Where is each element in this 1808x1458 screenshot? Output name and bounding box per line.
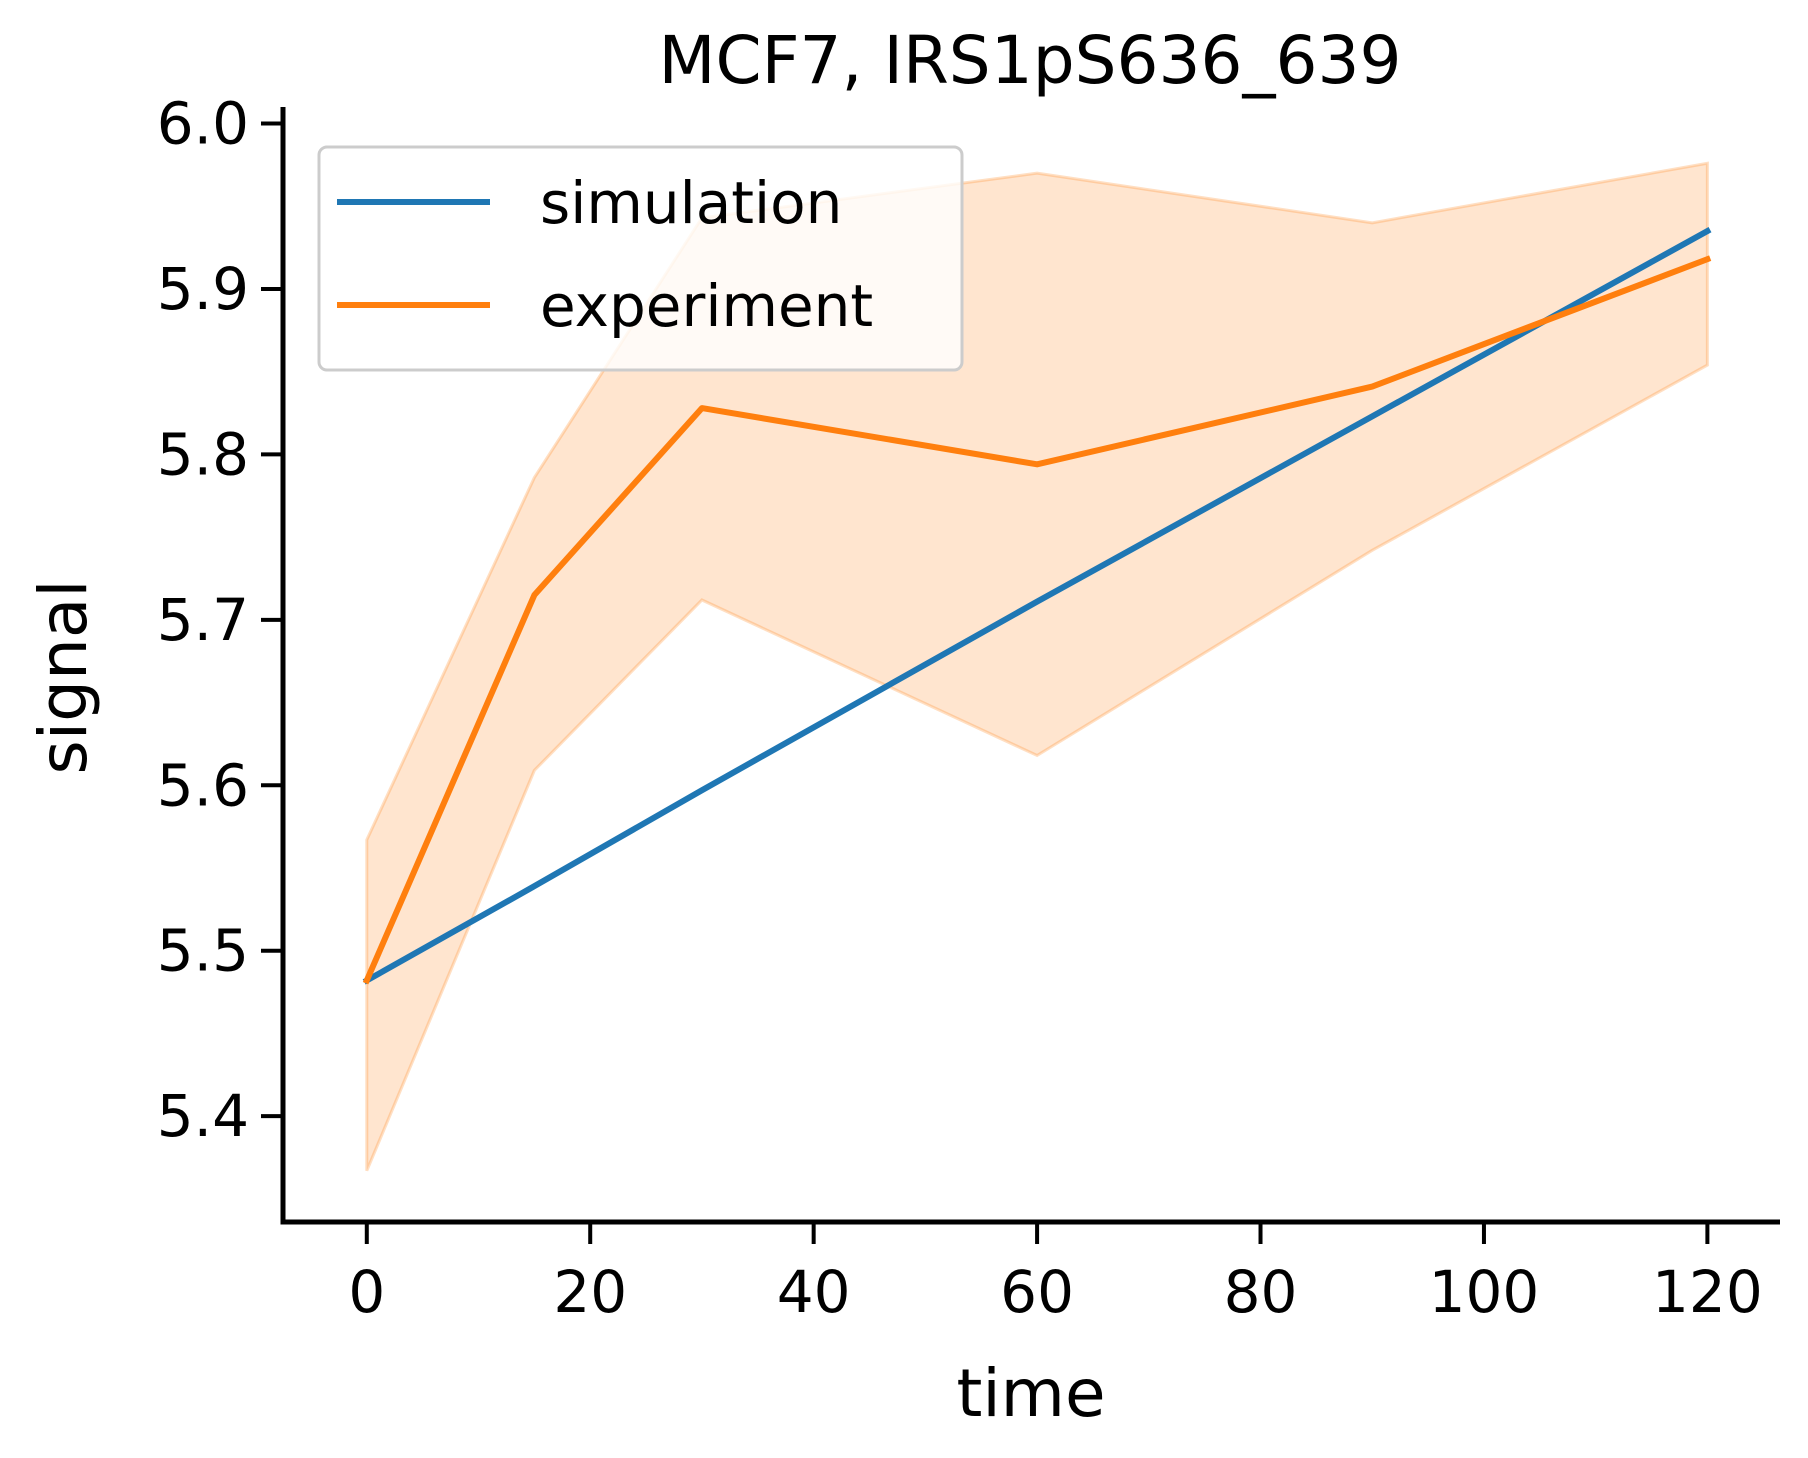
y-tick-label: 6.0	[157, 90, 249, 158]
x-tick-label: 20	[553, 1258, 627, 1326]
legend-label-experiment: experiment	[540, 272, 873, 340]
x-ticks: 0 20 40 60 80 100 120	[348, 1222, 1763, 1326]
axes	[280, 107, 1780, 1225]
chart-title: MCF7, IRS1pS636_639	[659, 22, 1402, 99]
y-tick-label: 5.4	[157, 1082, 249, 1150]
y-tick-label: 5.7	[157, 586, 249, 654]
y-tick-label: 5.9	[157, 255, 249, 323]
line-simulation	[362, 226, 1712, 985]
x-tick-label: 80	[1224, 1258, 1298, 1326]
legend-label-simulation: simulation	[540, 169, 842, 237]
x-tick-label: 60	[1000, 1258, 1074, 1326]
y-axis-label: signal	[25, 579, 102, 774]
series-lines	[362, 226, 1712, 985]
y-ticks: 5.4 5.5 5.6 5.7 5.8 5.9 6.0	[157, 90, 283, 1150]
line-experiment	[362, 255, 1712, 985]
y-tick-label: 5.5	[157, 917, 249, 985]
y-tick-label: 5.8	[157, 420, 249, 488]
x-tick-label: 120	[1652, 1258, 1763, 1326]
x-tick-label: 100	[1429, 1258, 1540, 1326]
x-tick-label: 40	[777, 1258, 851, 1326]
y-tick-label: 5.6	[157, 751, 249, 819]
legend: simulation experiment	[317, 145, 964, 372]
x-tick-label: 0	[348, 1258, 385, 1326]
x-axis-label: time	[956, 1355, 1105, 1432]
